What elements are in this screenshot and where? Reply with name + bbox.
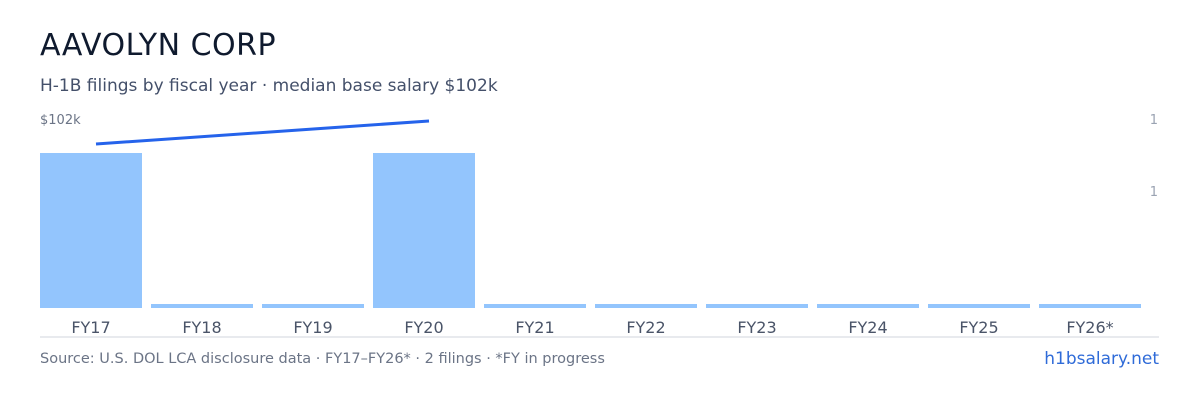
bar-fy25 [928, 304, 1030, 308]
bar-fy23 [706, 304, 808, 308]
left-axis-label: $102k [40, 113, 81, 128]
x-tick-label: FY21 [515, 318, 554, 337]
bar-fy19 [262, 304, 364, 308]
x-tick-label: FY18 [182, 318, 221, 337]
bar-fy26 [1039, 304, 1141, 308]
bar-fy17 [40, 153, 142, 308]
salary-line [95, 119, 430, 146]
source-note: Source: U.S. DOL LCA disclosure data · F… [40, 351, 605, 367]
site-link[interactable]: h1bsalary.net [1044, 349, 1159, 369]
x-tick-label: FY23 [737, 318, 776, 337]
bar-fy24 [817, 304, 919, 308]
x-tick-label: FY24 [848, 318, 887, 337]
bar-fy22 [595, 304, 697, 308]
bar-fy20 [373, 153, 475, 308]
x-tick-label: FY20 [404, 318, 443, 337]
x-tick-label: FY19 [293, 318, 332, 337]
chart-subtitle: H-1B filings by fiscal year · median bas… [40, 76, 498, 96]
x-tick-label: FY26* [1066, 318, 1113, 337]
x-tick-label: FY22 [626, 318, 665, 337]
x-tick-label: FY17 [71, 318, 110, 337]
bar-fy18 [151, 304, 253, 308]
bar-fy21 [484, 304, 586, 308]
x-tick-label: FY25 [959, 318, 998, 337]
page-title: AAVOLYN CORP [40, 28, 277, 63]
right-axis-tick: 1 [1150, 113, 1158, 128]
right-axis-tick: 1 [1150, 185, 1158, 200]
